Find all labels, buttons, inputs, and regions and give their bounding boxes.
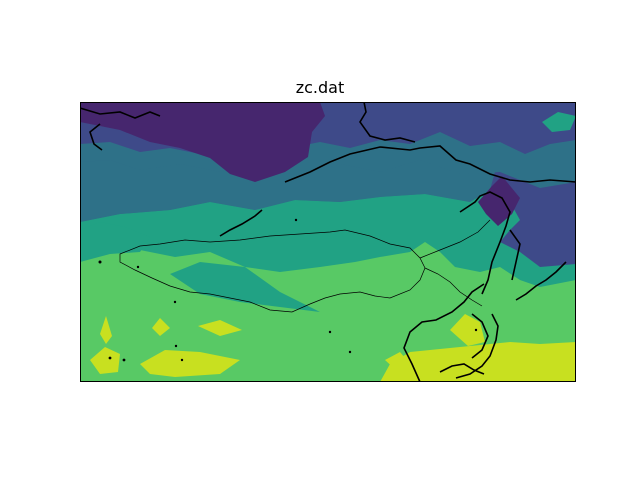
- coastline-japan-south: [439, 363, 485, 375]
- map-frame-border: [80, 102, 576, 382]
- contour-band-level-6: [380, 342, 576, 382]
- coastline-east-siberia: [284, 145, 576, 183]
- island-dot: [174, 344, 178, 348]
- border-russia-mongolia-china: [119, 229, 426, 313]
- border-russia-china-east: [419, 219, 491, 259]
- coastline-north-east: [359, 102, 416, 143]
- coastline-arctic-bay: [89, 123, 103, 151]
- island-dot: [180, 358, 184, 362]
- island-dot: [328, 330, 332, 334]
- coastline-arctic-west: [80, 107, 161, 119]
- coastline-sea-of-okhotsk: [509, 229, 521, 281]
- contour-band-level-6-patch-g: [385, 352, 410, 372]
- coastline-lake-baikal: [219, 209, 263, 237]
- island-dot: [173, 300, 177, 304]
- coastline-japan: [455, 313, 499, 379]
- contour-band-level-4-west: [80, 222, 150, 262]
- contour-band-level-6-patch-b: [140, 350, 240, 377]
- map-title: zc.dat: [295, 78, 345, 97]
- map-plot-area[interactable]: [80, 102, 576, 382]
- coastline-sakhalin-kamchatka: [459, 191, 511, 295]
- island-dot: [98, 260, 102, 264]
- border-china-korea: [424, 267, 483, 307]
- coastline-kuril: [515, 261, 567, 301]
- island-dot: [474, 328, 478, 332]
- contour-band-level-4-lobe: [170, 262, 320, 312]
- contour-band-level-6-patch-f: [450, 314, 485, 346]
- island-dot: [348, 350, 352, 354]
- island-dot: [136, 265, 140, 269]
- islands-and-lakes: [98, 218, 478, 362]
- contour-band-level-6-patch-e: [198, 320, 242, 336]
- island-dot: [108, 356, 112, 360]
- contour-band-level-6-patch-d: [152, 318, 170, 336]
- contour-band-level-6-patch-c: [100, 316, 112, 344]
- contour-band-level-1: [80, 102, 325, 182]
- island-dot: [294, 218, 298, 222]
- contour-band-level-3-east-patch: [542, 112, 576, 132]
- coastline-korea: [471, 313, 489, 359]
- contour-band-level-6-patch-a: [90, 347, 120, 374]
- country-borders: [119, 219, 491, 313]
- island-dot: [122, 358, 126, 362]
